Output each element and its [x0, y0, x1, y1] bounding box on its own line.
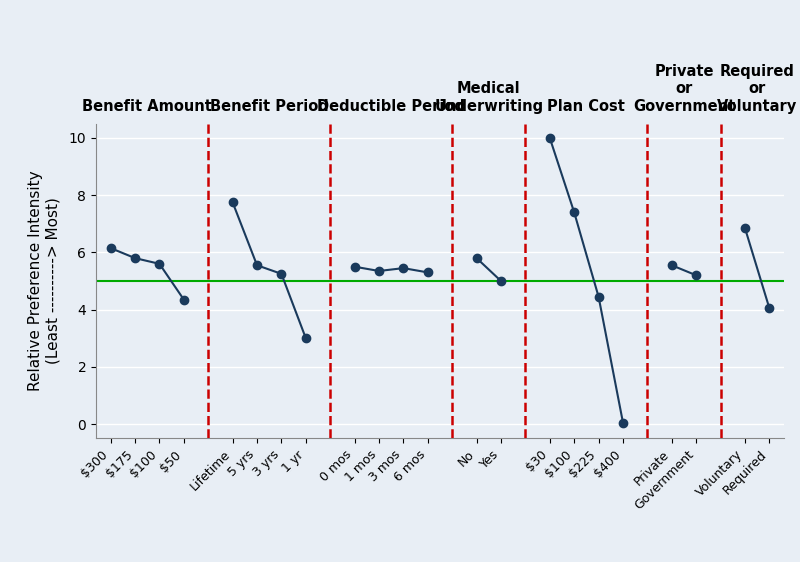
Text: Plan Cost: Plan Cost: [547, 98, 626, 114]
Text: Required
or
Voluntary: Required or Voluntary: [717, 64, 798, 114]
Text: Benefit Amount: Benefit Amount: [82, 98, 212, 114]
Text: Medical
Underwriting: Medical Underwriting: [434, 81, 543, 114]
Text: Benefit Period: Benefit Period: [210, 98, 329, 114]
Y-axis label: Relative Preference Intensity
(Least ----------> Most): Relative Preference Intensity (Least ---…: [28, 171, 60, 391]
Text: Deductible Period: Deductible Period: [318, 98, 465, 114]
Text: Private
or
Government: Private or Government: [633, 64, 735, 114]
